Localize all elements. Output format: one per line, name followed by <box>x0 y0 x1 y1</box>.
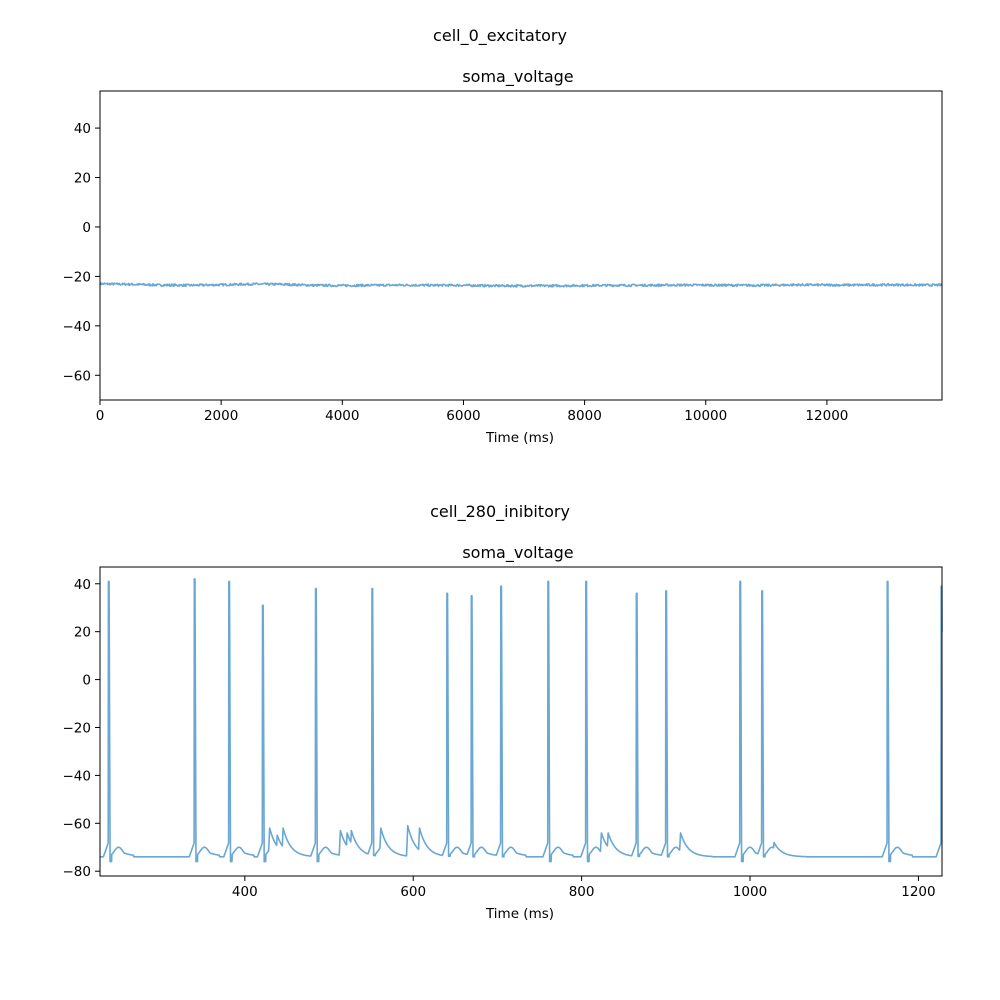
y-tick-label: 40 <box>74 577 91 593</box>
x-tick-label: 10000 <box>684 408 727 424</box>
x-tick-label: 1200 <box>901 884 935 900</box>
y-tick-label: −80 <box>63 864 92 880</box>
axis-ticks: 0 2000 4000 6000 8000 10000 12000 −60 −40 −20 0 20 4… <box>63 121 849 424</box>
x-tick-label: 400 <box>232 884 258 900</box>
y-tick-label: −20 <box>63 720 92 736</box>
y-tick-label: 40 <box>74 121 91 137</box>
series-line <box>99 578 943 863</box>
y-tick-label: −20 <box>63 269 92 285</box>
y-tick-label: −60 <box>63 816 92 832</box>
x-axis-label: Time (ms) <box>485 430 554 446</box>
x-tick-label: 4000 <box>325 408 359 424</box>
axes-title: soma_voltage <box>462 543 573 563</box>
x-tick-label: 2000 <box>204 408 238 424</box>
x-tick-label: 6000 <box>446 408 480 424</box>
y-tick-label: −40 <box>63 319 92 335</box>
axes-title: soma_voltage <box>462 67 573 87</box>
y-tick-label: −40 <box>63 768 92 784</box>
plot-frame <box>99 90 943 401</box>
axis-ticks: 400 600 800 1000 1200 −80 −60 −40 −20 0 20 40 <box>63 577 936 900</box>
plot-frame <box>99 566 943 877</box>
series-line <box>99 282 943 288</box>
x-tick-label: 0 <box>96 408 105 424</box>
figure-title: cell_0_excitatory <box>433 26 567 46</box>
y-tick-label: 0 <box>82 673 91 689</box>
y-tick-label: 20 <box>74 171 91 187</box>
y-tick-label: 20 <box>74 625 91 641</box>
y-tick-label: −60 <box>63 368 92 384</box>
x-tick-label: 600 <box>400 884 426 900</box>
y-tick-label: 0 <box>82 220 91 236</box>
x-tick-label: 12000 <box>805 408 848 424</box>
x-axis-label: Time (ms) <box>485 906 554 922</box>
x-tick-label: 8000 <box>567 408 601 424</box>
x-tick-label: 1000 <box>733 884 767 900</box>
x-tick-label: 800 <box>569 884 595 900</box>
figure-title: cell_280_inibitory <box>430 502 570 522</box>
chart-excitatory: cell_0_excitatory soma_voltage 0 2000 4000… <box>63 26 943 446</box>
chart-inhibitory: cell_280_inibitory soma_voltage 400 600 80… <box>63 502 943 922</box>
